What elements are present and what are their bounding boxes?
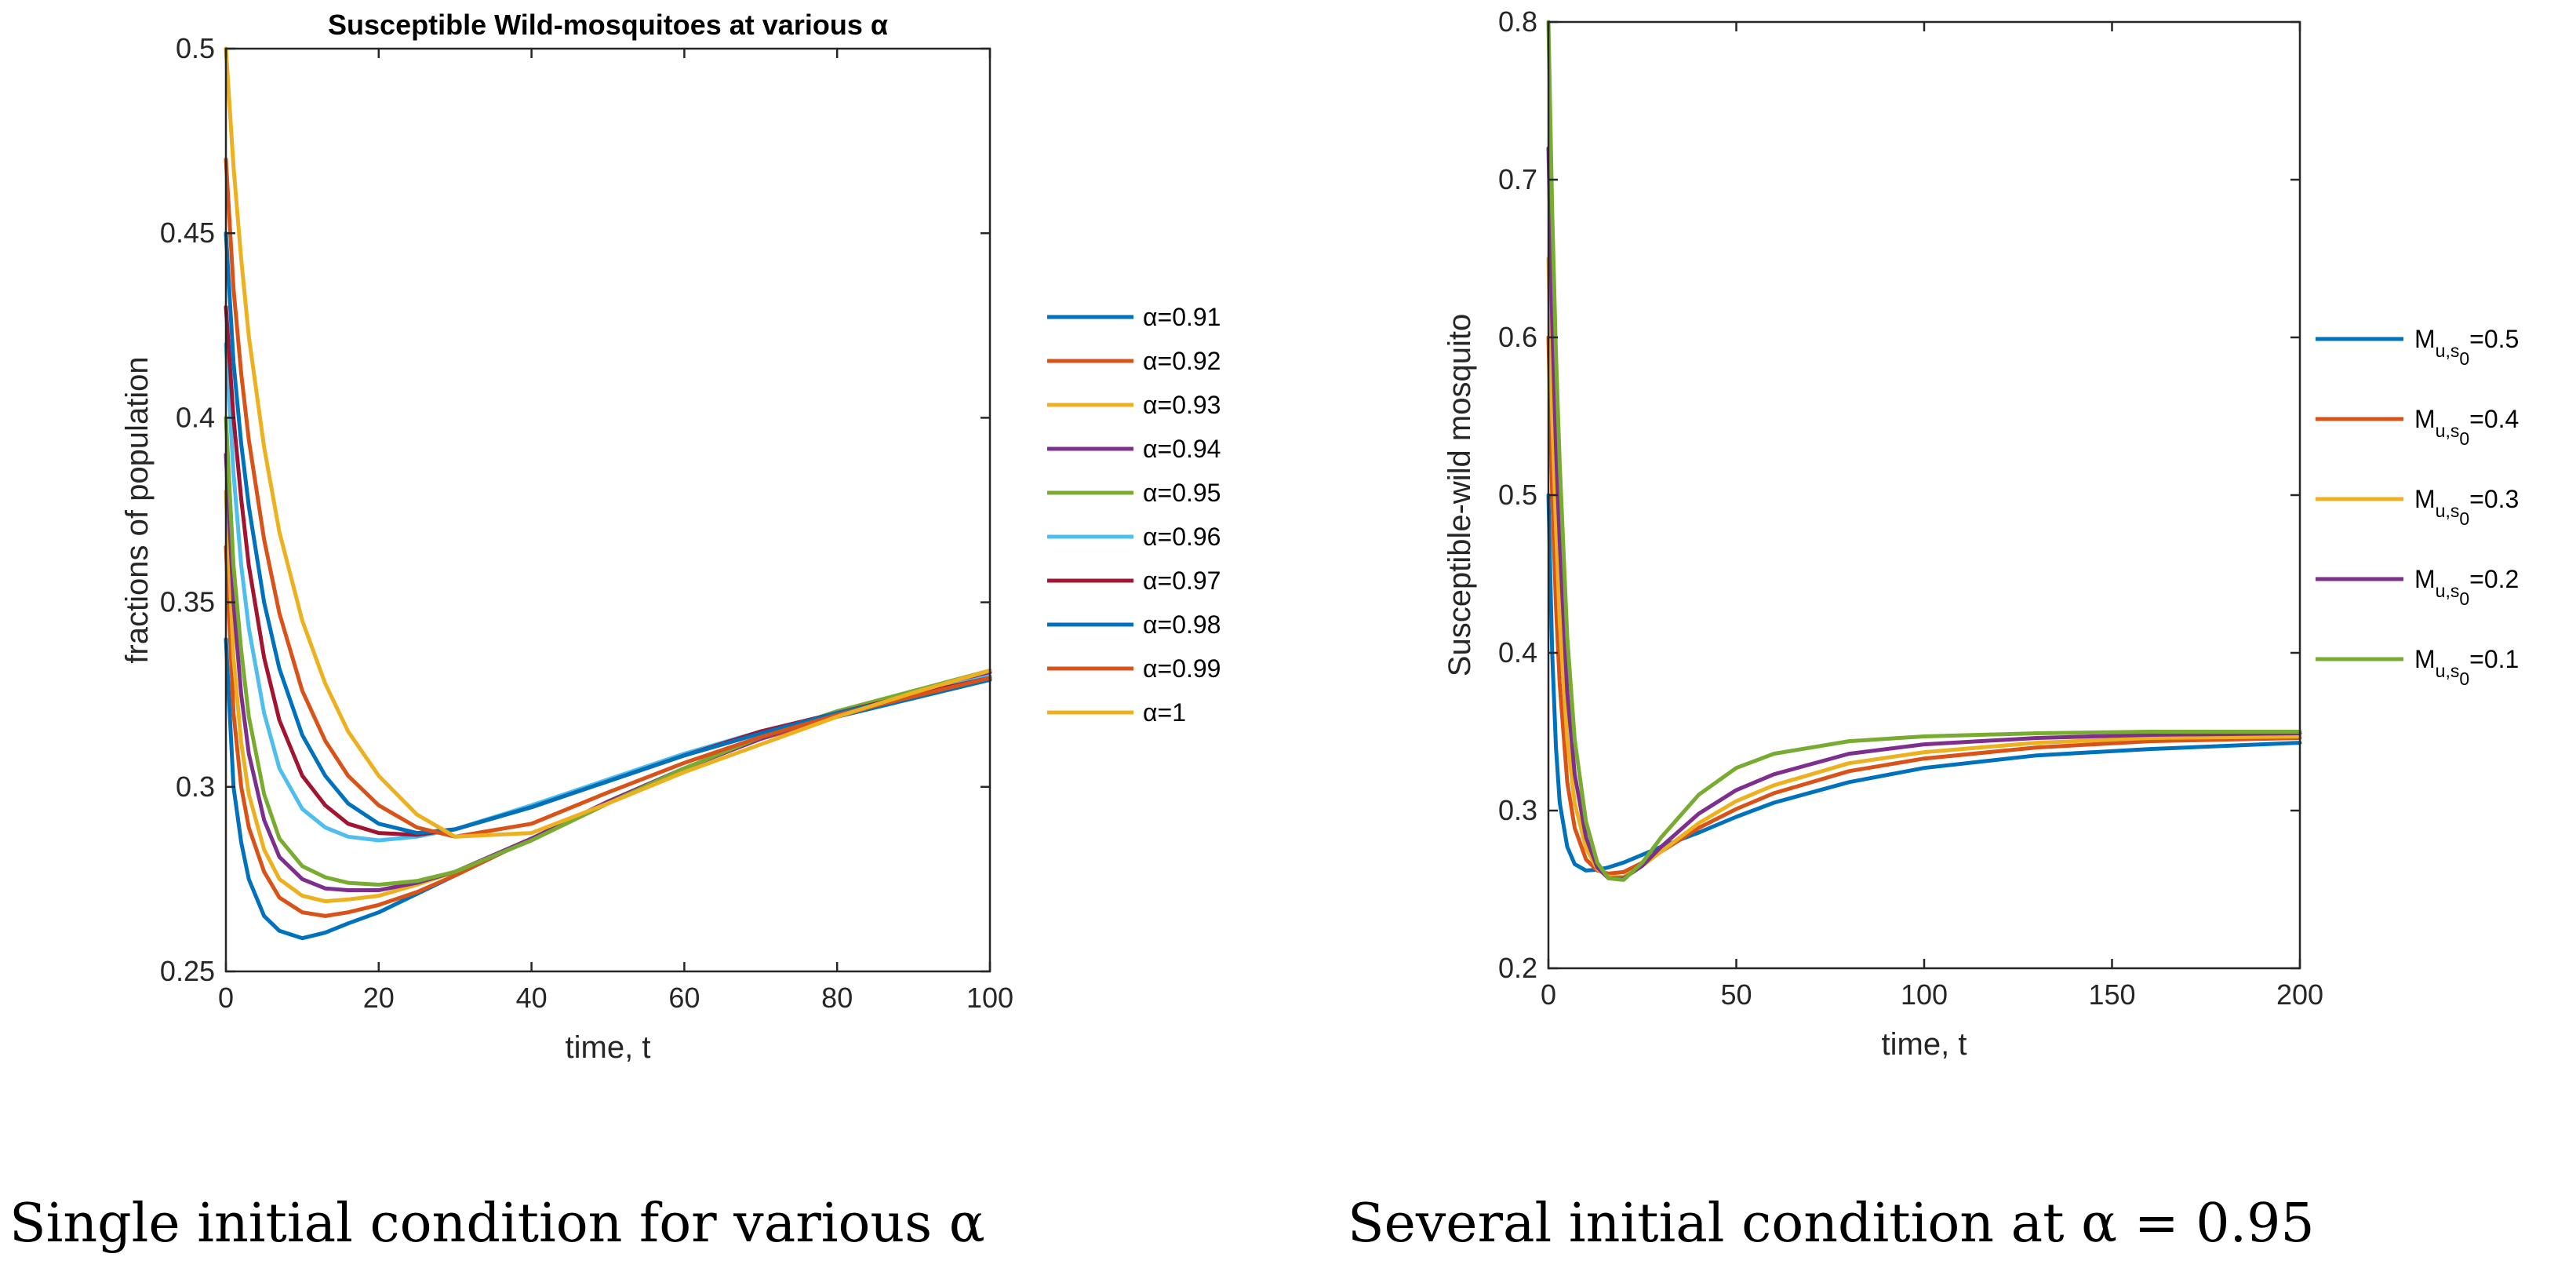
- y-tick-label: 0.6: [1498, 321, 1537, 353]
- y-tick-label: 0.35: [160, 586, 215, 618]
- series-line-7: [224, 304, 992, 837]
- y-tick-label: 0.7: [1498, 163, 1537, 195]
- series-line-5: [1546, 20, 2302, 882]
- chart-left: 0 20 40 60 80 100 0.25 0.3 0.35 0.4 0.45 0.5 time, t…: [120, 9, 1221, 1065]
- series-line-1: [1546, 493, 2302, 873]
- x-axis-label: time, t: [566, 1030, 651, 1065]
- legend-label: α=0.92: [1143, 347, 1221, 375]
- legend-label: Mu,s0=0.1: [2414, 645, 2519, 689]
- x-tick-label: 20: [363, 982, 395, 1014]
- legend-label: Mu,s0=0.4: [2414, 405, 2519, 449]
- y-axis-label: Susceptible-wild mosquito: [1443, 314, 1477, 676]
- x-tick-label: 100: [966, 982, 1013, 1014]
- x-tick-label: 60: [668, 982, 700, 1014]
- x-tick-label: 150: [2088, 978, 2135, 1011]
- x-tick-label: 0: [1541, 978, 1556, 1011]
- y-tick-label: 0.4: [1498, 636, 1537, 669]
- y-axis-label: fractions of population: [120, 356, 155, 663]
- series-line-5: [224, 415, 992, 887]
- y-tick-label: 0.5: [1498, 479, 1537, 511]
- y-tick-label: 0.4: [176, 401, 215, 433]
- series-line-2: [1546, 335, 2302, 876]
- x-tick-label: 100: [1901, 978, 1948, 1011]
- legend-label: α=0.95: [1143, 479, 1221, 507]
- y-tick-label: 0.8: [1498, 5, 1537, 38]
- legend-label: Mu,s0=0.5: [2414, 325, 2519, 369]
- legend-label: Mu,s0=0.2: [2414, 565, 2519, 609]
- legend-label: Mu,s0=0.3: [2414, 485, 2519, 529]
- y-tick-label: 0.5: [176, 32, 215, 64]
- caption-right: Several initial condition at α = 0.95: [1348, 1193, 2315, 1255]
- series-line-10: [224, 46, 992, 839]
- y-tick-label: 0.3: [1498, 794, 1537, 826]
- x-tick-label: 50: [1720, 978, 1752, 1011]
- x-tick-label: 0: [218, 982, 234, 1014]
- legend-label: α=0.93: [1143, 391, 1221, 419]
- x-tick-label: 200: [2276, 978, 2323, 1011]
- chart-title: Susceptible Wild-mosquitoes at various α: [328, 9, 888, 41]
- series-line-3: [1546, 257, 2302, 879]
- series-line-4: [224, 452, 992, 892]
- legend-label: α=0.98: [1143, 610, 1221, 639]
- legend-label: α=0.91: [1143, 303, 1221, 331]
- axes-box: [1547, 20, 2301, 970]
- y-tick-label: 0.25: [160, 955, 215, 987]
- axes-box: [224, 47, 991, 973]
- legend-label: α=0.99: [1143, 654, 1221, 683]
- legend-label: α=0.96: [1143, 523, 1221, 551]
- legend-label: α=0.94: [1143, 435, 1221, 463]
- x-axis-label: time, t: [1882, 1027, 1967, 1062]
- y-tick-label: 0.2: [1498, 952, 1537, 984]
- series-line-3: [224, 490, 992, 904]
- y-tick-label: 0.45: [160, 217, 215, 249]
- legend-label: α=0.97: [1143, 567, 1221, 595]
- series-line-2: [224, 545, 992, 918]
- y-tick-label: 0.3: [176, 771, 215, 803]
- legend-label: α=1: [1143, 698, 1186, 727]
- series-line-9: [224, 157, 992, 839]
- series-line-1: [224, 637, 992, 941]
- x-tick-label: 40: [516, 982, 548, 1014]
- caption-left: Single initial condition for various α: [9, 1193, 985, 1255]
- series-line-8: [224, 231, 992, 836]
- chart-right: 0 50 100 150 200 0.2 0.3 0.4 0.5 0.6 0.7 0.8 time, t…: [1443, 5, 2519, 1062]
- x-tick-label: 80: [821, 982, 853, 1014]
